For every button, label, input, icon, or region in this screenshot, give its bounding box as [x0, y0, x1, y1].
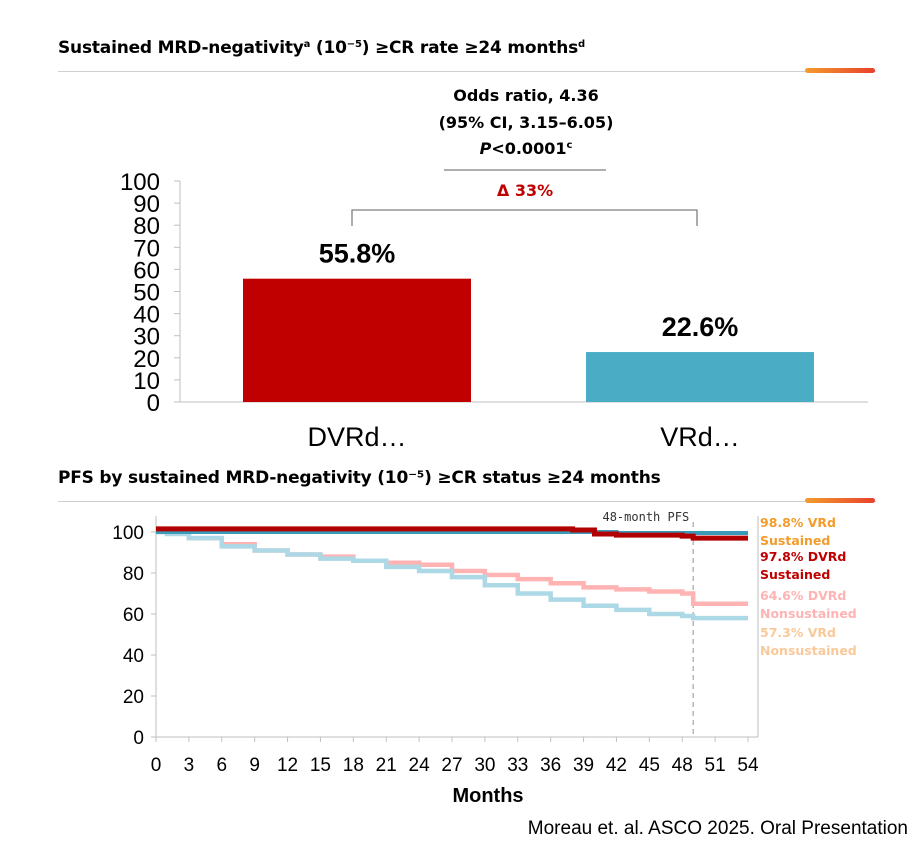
bar-category-label: VRd…	[660, 422, 740, 452]
p-sup: c	[566, 140, 573, 151]
bar-vrd	[586, 352, 814, 402]
bottom-divider	[58, 501, 876, 502]
bottom-accent-bar	[805, 498, 875, 503]
km-y-tick-label: 20	[123, 687, 144, 708]
bar-y-tick-label: 80	[133, 213, 160, 240]
delta-bracket	[351, 209, 698, 226]
top-title-exponent: −5	[346, 39, 362, 50]
km-line-dvrd-sustained	[156, 526, 748, 541]
km-x-tick-label: 42	[606, 755, 627, 776]
confidence-interval-text: (95% CI, 3.15–6.05)	[438, 113, 614, 132]
bar-y-tick-label: 30	[133, 324, 160, 351]
bar-y-tick-label: 50	[133, 280, 160, 307]
label-vrd-nonsustained-line2: Nonsustained	[760, 643, 857, 658]
km-x-tick-label: 54	[737, 755, 759, 776]
km-y-tick-label: 60	[123, 605, 144, 626]
km-x-tick-label: 45	[639, 755, 660, 776]
km-x-tick-label: 21	[376, 755, 397, 776]
top-title-main: Sustained MRD-negativity	[58, 38, 304, 58]
top-title-sup-a: a	[303, 39, 311, 50]
label-dvrd-nonsustained: 64.6% DVRd Nonsustained	[760, 587, 910, 623]
top-title-rest: (10	[310, 38, 347, 58]
km-x-tick-label: 6	[216, 755, 227, 776]
label-vrd-sustained-line2: Sustained	[760, 533, 831, 548]
km-reference-label: 48-month PFS	[602, 510, 689, 524]
km-x-tick-label: 33	[507, 755, 528, 776]
km-x-tick-label: 27	[441, 755, 462, 776]
top-divider	[58, 71, 876, 72]
bar-y-tick-label: 70	[133, 235, 160, 262]
bar-y-tick-label: 40	[133, 302, 160, 329]
km-y-tick-label: 40	[123, 646, 144, 667]
km-line-dvrd-nonsustained	[156, 529, 748, 606]
bar-y-tick-label: 60	[133, 257, 160, 284]
km-x-tick-label: 12	[277, 755, 298, 776]
km-x-tick-label: 9	[249, 755, 260, 776]
bar-y-tick-label: 100	[120, 169, 160, 196]
bar-dvrd	[243, 278, 471, 402]
p-value-text: P<0.0001c	[396, 139, 656, 158]
label-dvrd-nonsustained-line1: 64.6% DVRd	[760, 588, 847, 603]
bar-y-tick-label: 10	[133, 368, 160, 395]
bar-y-tick-label: 20	[133, 346, 160, 373]
top-title-sup-d: d	[578, 39, 585, 50]
km-x-tick-label: 39	[573, 755, 594, 776]
label-dvrd-sustained-line2: Sustained	[760, 567, 831, 582]
bar-data-label: 55.8%	[319, 239, 396, 269]
bottom-chart-title: PFS by sustained MRD-negativity (10⁻⁵) ≥…	[58, 468, 661, 488]
delta-label: Δ 33%	[497, 181, 553, 200]
km-x-axis-label: Months	[452, 785, 523, 807]
km-x-tick-label: 3	[184, 755, 195, 776]
km-y-tick-label: 100	[112, 523, 144, 544]
odds-ratio-text: Odds ratio, 4.36	[453, 86, 599, 105]
label-dvrd-sustained-line1: 97.8% DVRd	[760, 549, 847, 564]
bar-y-tick-label: 90	[133, 191, 160, 218]
label-vrd-nonsustained-line1: 57.3% VRd	[760, 625, 836, 640]
label-vrd-nonsustained: 57.3% VRd Nonsustained	[760, 624, 910, 660]
p-value: <0.0001	[491, 139, 567, 158]
bar-y-tick-label: 0	[147, 390, 160, 417]
bar-data-label: 22.6%	[662, 312, 739, 342]
km-x-tick-label: 18	[343, 755, 364, 776]
km-y-tick-label: 0	[133, 728, 144, 749]
source-citation: Moreau et. al. ASCO 2025. Oral Presentat…	[527, 818, 908, 839]
label-vrd-sustained: 98.8% VRd Sustained	[760, 514, 910, 550]
km-x-tick-label: 24	[409, 755, 431, 776]
bar-category-label: DVRd…	[307, 422, 406, 452]
label-dvrd-sustained: 97.8% DVRd Sustained	[760, 548, 910, 584]
top-accent-bar	[805, 68, 875, 73]
km-x-tick-label: 15	[310, 755, 331, 776]
km-x-tick-label: 36	[540, 755, 561, 776]
km-x-tick-label: 48	[672, 755, 693, 776]
km-x-tick-label: 30	[474, 755, 495, 776]
km-line-vrd-nonsustained	[156, 529, 748, 621]
km-x-tick-label: 0	[151, 755, 162, 776]
label-dvrd-nonsustained-line2: Nonsustained	[760, 606, 857, 621]
p-italic: P	[479, 139, 492, 158]
top-title-rest2: ) ≥CR rate ≥24 months	[361, 38, 579, 58]
km-x-tick-label: 51	[705, 755, 726, 776]
km-y-tick-label: 80	[123, 564, 144, 585]
top-chart-title: Sustained MRD-negativitya (10−5) ≥CR rat…	[58, 38, 585, 58]
label-vrd-sustained-line1: 98.8% VRd	[760, 515, 836, 530]
